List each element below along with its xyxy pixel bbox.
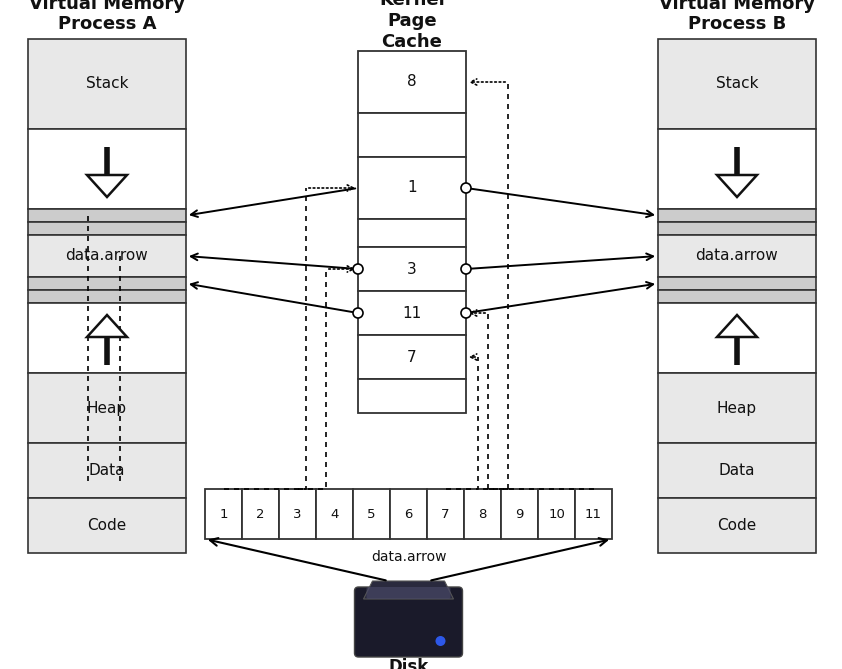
Bar [28, 222, 186, 235]
Bar [358, 247, 466, 291]
Text: Data: Data [719, 463, 755, 478]
Bar [279, 489, 316, 539]
Polygon shape [87, 175, 127, 197]
Text: Stack: Stack [86, 76, 128, 92]
Bar [28, 235, 186, 277]
Bar [658, 277, 816, 290]
Text: 3: 3 [408, 262, 417, 276]
Text: 8: 8 [408, 74, 417, 90]
Polygon shape [717, 175, 757, 197]
Text: 9: 9 [515, 508, 524, 520]
Bar [28, 209, 186, 222]
Circle shape [461, 308, 471, 318]
FancyBboxPatch shape [354, 587, 462, 657]
Polygon shape [717, 315, 757, 337]
Polygon shape [364, 581, 454, 599]
Bar [242, 489, 279, 539]
Text: Disk: Disk [388, 658, 429, 669]
Bar [658, 235, 816, 277]
Bar [358, 51, 466, 113]
Bar [658, 443, 816, 498]
Text: Heap: Heap [717, 401, 757, 415]
Text: Heap: Heap [87, 401, 127, 415]
Bar [358, 113, 466, 157]
Text: 11: 11 [585, 508, 602, 520]
Text: Virtual Memory
Process B: Virtual Memory Process B [659, 0, 815, 33]
Text: Code: Code [717, 518, 757, 533]
Text: 3: 3 [293, 508, 301, 520]
Text: 1: 1 [219, 508, 227, 520]
Circle shape [353, 264, 363, 274]
Bar [28, 303, 186, 373]
Bar [358, 291, 466, 335]
Bar [28, 129, 186, 209]
Bar [658, 39, 816, 129]
Bar [658, 290, 816, 303]
Bar [658, 303, 816, 373]
Bar [575, 489, 612, 539]
Bar [658, 209, 816, 222]
Text: 5: 5 [367, 508, 376, 520]
Bar [358, 219, 466, 247]
Bar [658, 498, 816, 553]
Bar [358, 157, 466, 219]
Bar [658, 222, 816, 235]
Bar [28, 373, 186, 443]
Bar [316, 489, 353, 539]
Text: Data: Data [88, 463, 125, 478]
Circle shape [461, 183, 471, 193]
Bar [358, 335, 466, 379]
Bar [28, 443, 186, 498]
Text: 6: 6 [404, 508, 413, 520]
Bar [501, 489, 538, 539]
Text: 8: 8 [478, 508, 487, 520]
Text: 7: 7 [441, 508, 450, 520]
Bar [658, 373, 816, 443]
Text: 10: 10 [548, 508, 565, 520]
Circle shape [461, 264, 471, 274]
Bar [28, 498, 186, 553]
Text: data.arrow: data.arrow [695, 248, 778, 264]
Bar [205, 489, 242, 539]
Bar [464, 489, 501, 539]
Bar [28, 277, 186, 290]
Text: 11: 11 [402, 306, 422, 320]
Text: Code: Code [88, 518, 126, 533]
Bar [427, 489, 464, 539]
Circle shape [353, 308, 363, 318]
Text: data.arrow: data.arrow [66, 248, 148, 264]
Text: Virtual Memory
Process A: Virtual Memory Process A [29, 0, 185, 33]
Text: Stack: Stack [716, 76, 759, 92]
Bar [28, 290, 186, 303]
Bar [390, 489, 427, 539]
Text: 4: 4 [330, 508, 338, 520]
Text: data.arrow: data.arrow [370, 550, 446, 564]
Bar [658, 129, 816, 209]
Polygon shape [87, 315, 127, 337]
FancyBboxPatch shape [366, 587, 450, 599]
Text: 7: 7 [408, 349, 417, 365]
Bar [353, 489, 390, 539]
Circle shape [435, 636, 445, 646]
Text: 2: 2 [256, 508, 264, 520]
Bar [358, 379, 466, 413]
Text: Kernel
Page
Cache: Kernel Page Cache [379, 0, 445, 51]
Bar [538, 489, 575, 539]
Bar [28, 39, 186, 129]
Text: 1: 1 [408, 181, 417, 195]
